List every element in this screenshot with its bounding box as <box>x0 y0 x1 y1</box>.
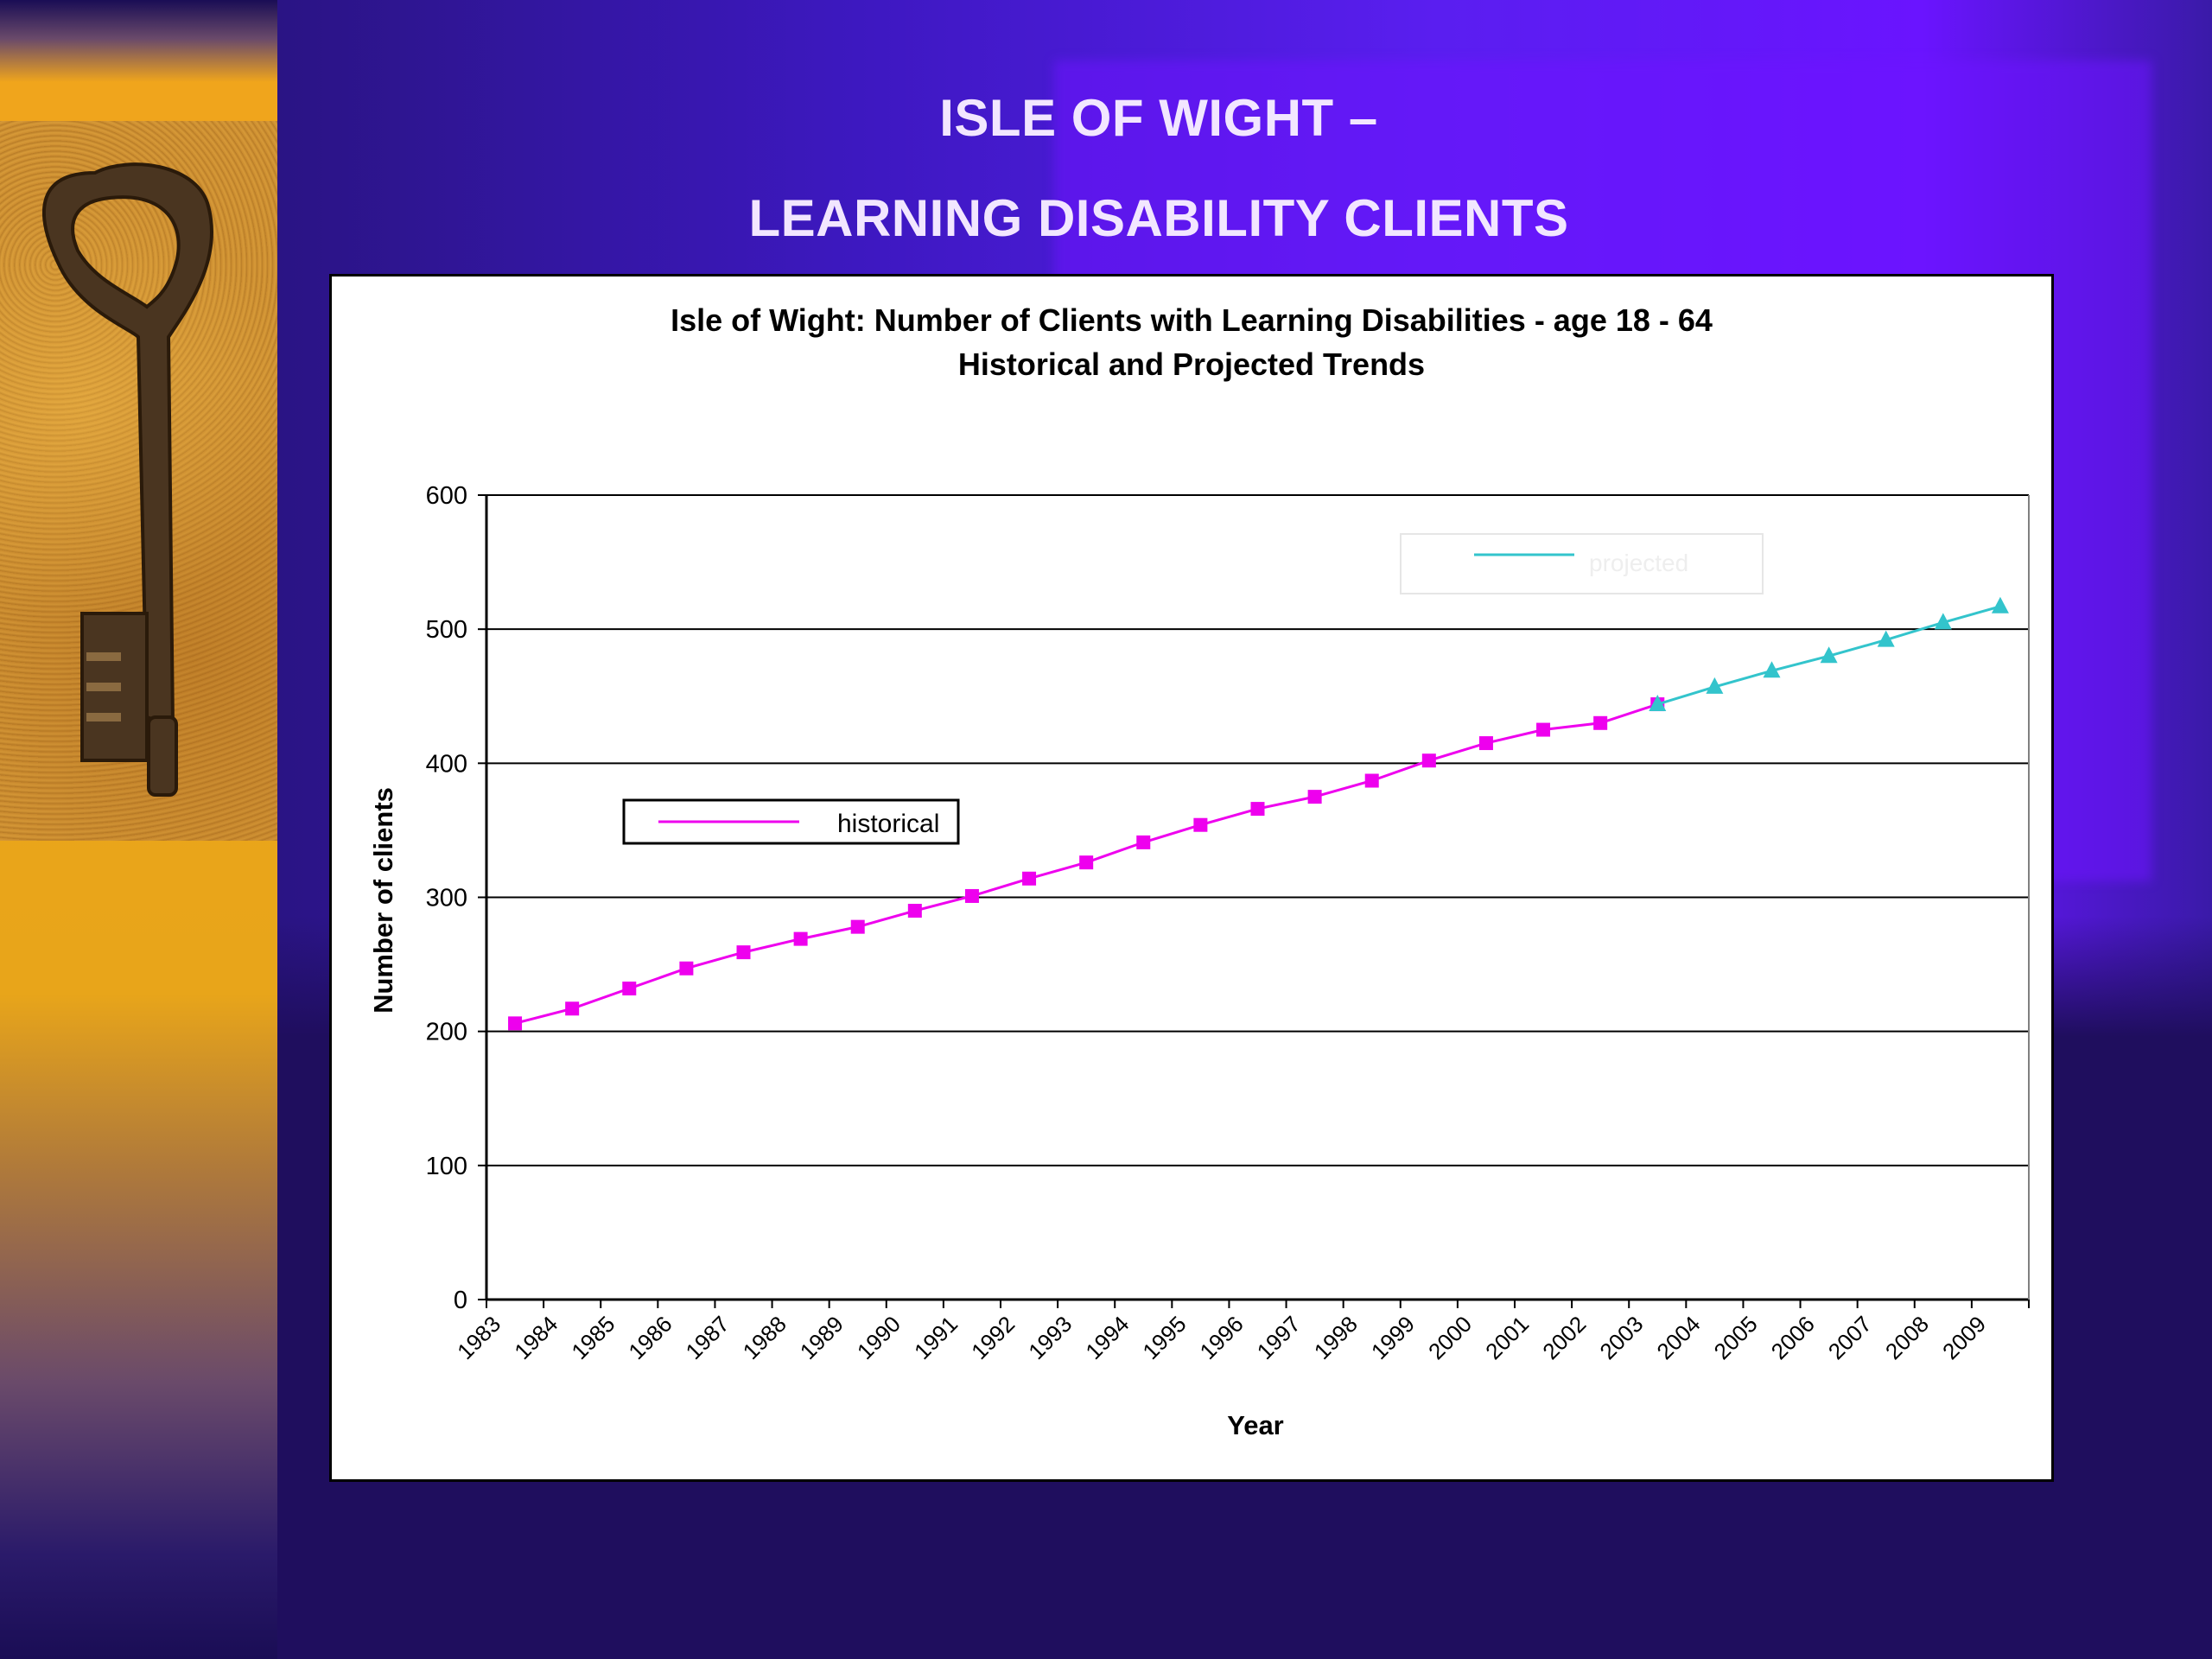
x-tick-label: 1984 <box>509 1311 563 1364</box>
data-point-historical <box>1022 871 1037 886</box>
data-point-historical <box>1079 855 1094 870</box>
y-tick-label: 600 <box>426 482 467 510</box>
x-tick-label: 1993 <box>1023 1311 1077 1364</box>
x-tick-label: 1995 <box>1137 1311 1191 1364</box>
sidebar-panel <box>0 0 277 1659</box>
data-point-projected <box>1649 695 1667 712</box>
x-tick-label: 1991 <box>909 1311 963 1364</box>
x-axis-label: Year <box>1227 1410 1284 1440</box>
data-point-historical <box>679 961 694 976</box>
x-tick-labels: 1983 1984 1985 1986 1987 1988 1989 1990 1991 1992… <box>452 1311 1991 1364</box>
slide-title-line-1: ISLE OF WIGHT – <box>939 89 1378 147</box>
legend-historical-label: historical <box>837 810 939 838</box>
x-tick-label: 1985 <box>566 1311 620 1364</box>
x-tick-label: 2003 <box>1594 1311 1648 1364</box>
x-tick-label: 1986 <box>623 1311 677 1364</box>
y-tick-label: 300 <box>426 885 467 912</box>
key-photo <box>0 121 277 841</box>
y-tick-label: 400 <box>426 750 467 778</box>
data-point-projected <box>1820 646 1838 664</box>
data-point-historical <box>964 888 979 903</box>
antique-key-icon <box>42 162 213 797</box>
x-tick-label: 2002 <box>1537 1311 1591 1364</box>
y-tick-labels: 0 100 200 300 400 500 600 <box>426 482 467 1314</box>
x-tick-label: 2007 <box>1823 1311 1877 1364</box>
x-tick-label: 1992 <box>966 1311 1020 1364</box>
data-point-historical <box>1136 835 1151 849</box>
x-tick-label: 2001 <box>1480 1311 1534 1364</box>
data-point-historical <box>508 1016 523 1031</box>
data-point-historical <box>1421 753 1436 768</box>
slide-title-line-2: LEARNING DISABILITY CLIENTS <box>748 189 1569 247</box>
data-point-projected <box>1706 677 1724 694</box>
x-tick-label: 1999 <box>1366 1311 1420 1364</box>
data-point-projected <box>1877 630 1895 647</box>
data-point-historical <box>1536 722 1551 737</box>
data-point-historical <box>1250 802 1265 817</box>
axes <box>478 494 2030 1308</box>
x-tick-label: 2008 <box>1880 1311 1934 1364</box>
data-point-historical <box>1478 736 1493 751</box>
x-tick-label: 2006 <box>1766 1311 1820 1364</box>
data-point-historical <box>1193 817 1208 832</box>
x-tick-label: 2004 <box>1651 1311 1705 1364</box>
legend-historical: historical <box>622 798 960 845</box>
legend-projected: projected <box>1400 533 1764 594</box>
x-tick-label: 1994 <box>1080 1311 1134 1364</box>
x-tick-label: 1988 <box>738 1311 791 1364</box>
data-point-projected <box>1763 661 1781 678</box>
x-tick-label: 1983 <box>452 1311 505 1364</box>
line-chart: Isle of Wight: Number of Clients with Le… <box>368 302 2030 1440</box>
x-tick-label: 1990 <box>852 1311 906 1364</box>
x-tick-label: 2000 <box>1423 1311 1477 1364</box>
data-point-historical <box>622 982 637 996</box>
x-tick-label: 1997 <box>1252 1311 1306 1364</box>
y-tick-label: 100 <box>426 1153 467 1180</box>
y-tick-label: 500 <box>426 616 467 644</box>
legend-projected-box <box>1400 533 1764 594</box>
y-tick-label: 0 <box>454 1287 467 1314</box>
data-point-historical <box>907 904 922 918</box>
data-point-historical <box>1364 773 1379 788</box>
data-point-historical <box>1593 715 1608 730</box>
x-tick-label: 1998 <box>1309 1311 1363 1364</box>
series <box>508 596 2009 1031</box>
chart-title: Isle of Wight: Number of Clients with Le… <box>671 302 1713 338</box>
x-tick-label: 1996 <box>1195 1311 1249 1364</box>
data-point-projected <box>1991 596 2009 613</box>
chart-subtitle: Historical and Projected Trends <box>958 346 1425 382</box>
x-tick-label: 1987 <box>681 1311 734 1364</box>
data-point-historical <box>1307 790 1322 804</box>
data-point-historical <box>736 945 751 960</box>
data-point-historical <box>850 919 865 934</box>
legend-projected-label: projected <box>1589 550 1688 576</box>
y-axis-label: Number of clients <box>368 787 398 1014</box>
data-point-projected <box>1934 613 1952 630</box>
data-point-historical <box>793 931 808 946</box>
data-point-historical <box>565 1001 580 1016</box>
chart-panel: Isle of Wight: Number of Clients with Le… <box>329 274 2054 1482</box>
x-tick-label: 2009 <box>1937 1311 1991 1364</box>
y-tick-label: 200 <box>426 1019 467 1046</box>
x-tick-label: 1989 <box>795 1311 849 1364</box>
x-tick-label: 2005 <box>1709 1311 1763 1364</box>
gridlines <box>486 494 2029 1166</box>
